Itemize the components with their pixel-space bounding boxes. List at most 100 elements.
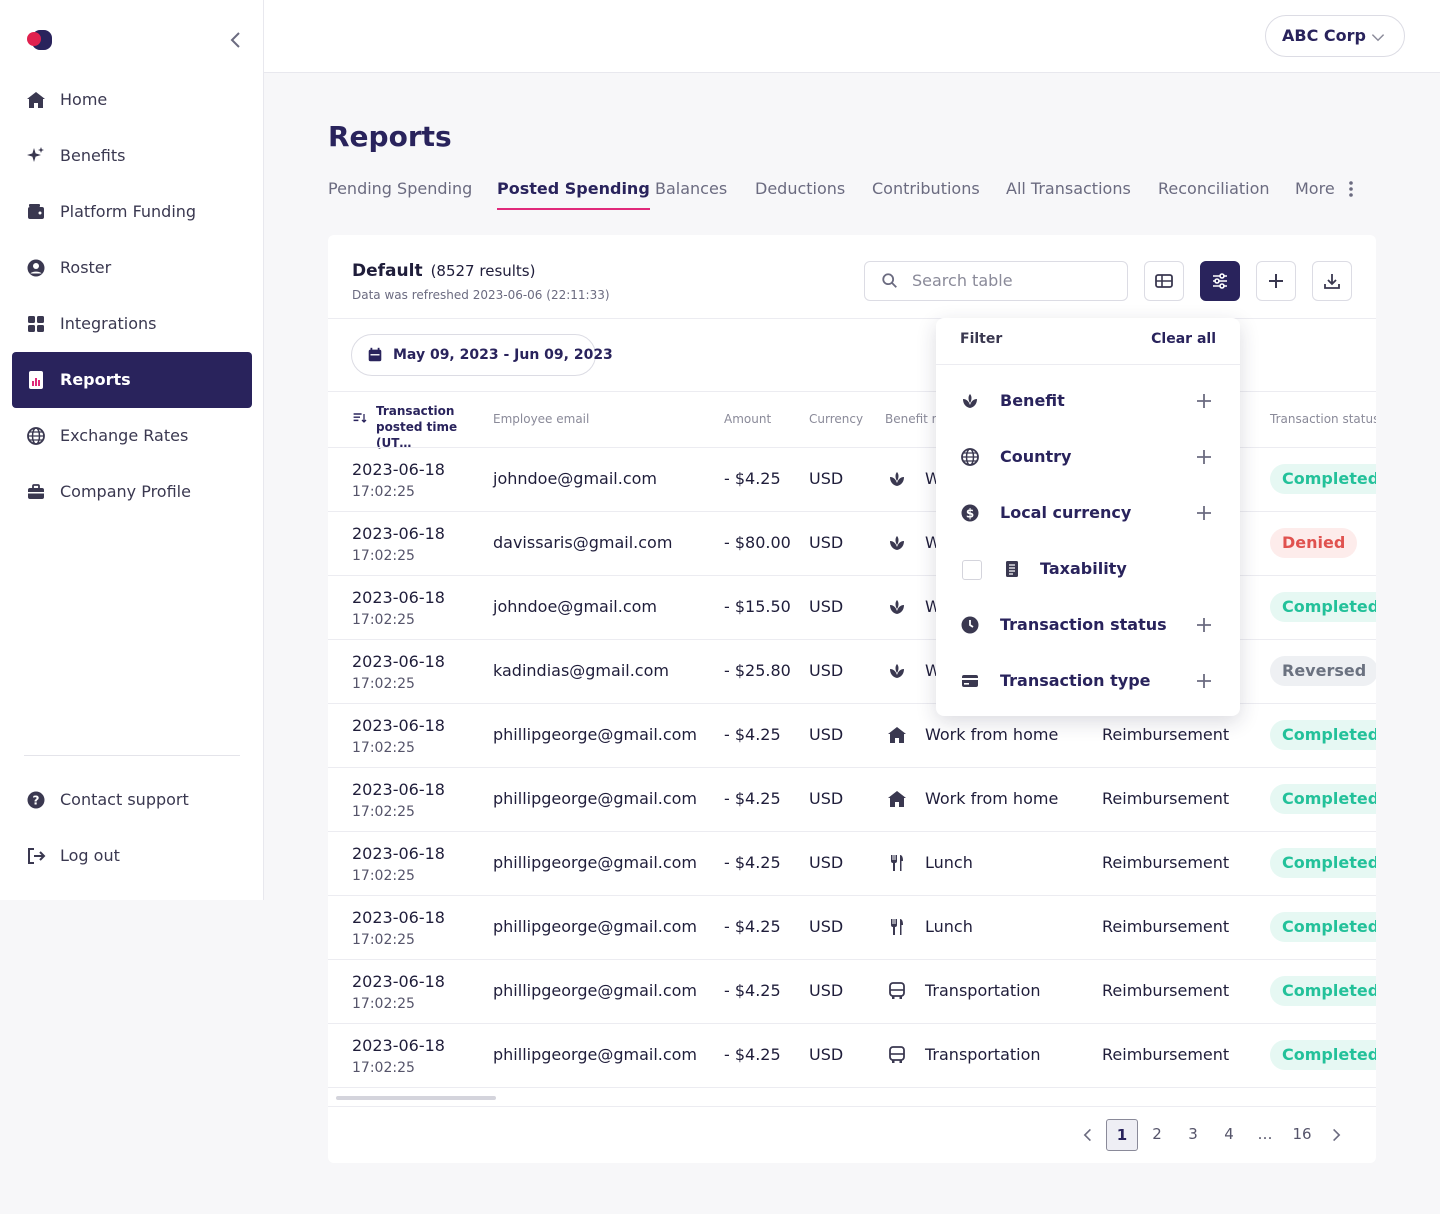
filter-option[interactable]: Local currency (1000, 503, 1132, 522)
page-button[interactable]: 1 (1106, 1119, 1138, 1151)
filter-option[interactable]: Benefit (1000, 391, 1065, 410)
posted-time: 17:02:25 (352, 804, 415, 820)
tab[interactable]: Pending Spending (328, 179, 473, 198)
page-title: Reports (328, 120, 452, 153)
page-button[interactable]: 16 (1292, 1125, 1312, 1143)
column-header: Currency (809, 412, 864, 426)
icon-shape (882, 273, 897, 288)
icon-shape (370, 354, 380, 356)
amount: - $25.80 (724, 661, 791, 680)
icon-shape (892, 1060, 895, 1063)
icon-shape (1324, 274, 1340, 289)
status-badge: Denied (1270, 528, 1358, 558)
nav-item[interactable]: Home (12, 72, 252, 128)
date-range[interactable]: May 09, 2023 - Jun 09, 2023 (351, 334, 613, 376)
icon (887, 981, 907, 1001)
nav-label: Company Profile (60, 482, 191, 501)
amount: - $4.25 (724, 853, 781, 872)
nav-label: Platform Funding (60, 202, 197, 221)
icon-shape (962, 675, 978, 687)
footer-item[interactable]: Log out (12, 828, 252, 884)
icon (887, 469, 907, 489)
tab[interactable]: Deductions (755, 179, 846, 198)
icon-shape (35, 378, 37, 386)
icon-shape (353, 413, 362, 422)
icon-shape (1197, 618, 1211, 632)
nav-label: Exchange Rates (60, 426, 189, 445)
divider (936, 364, 1240, 365)
icon-shape: $ (961, 504, 979, 522)
tab[interactable]: Contributions (872, 179, 980, 198)
page-button[interactable]: 3 (1188, 1125, 1198, 1143)
icon-shape (27, 147, 44, 162)
page-button[interactable]: 4 (1224, 1125, 1234, 1143)
employee-email: davissaris@gmail.com (493, 533, 673, 552)
icon-shape (888, 791, 906, 807)
icon (887, 1045, 907, 1065)
icon (26, 314, 46, 334)
view-header: Default (8527 results) (352, 259, 535, 283)
toolbar-button[interactable] (1200, 261, 1240, 301)
row-divider (328, 831, 1376, 832)
column-header: Amount (724, 412, 772, 426)
divider (328, 318, 1376, 319)
nav-item[interactable]: Integrations (12, 296, 252, 352)
footer-item[interactable]: ? Contact support (12, 772, 252, 828)
column-header: Transaction status (1270, 412, 1376, 426)
icon-shape: ? (27, 791, 45, 809)
toolbar-button[interactable] (1144, 261, 1184, 301)
tab[interactable]: Reconciliation (1158, 179, 1270, 198)
nav-item[interactable]: Company Profile (12, 464, 252, 520)
nav-item[interactable]: Exchange Rates (12, 408, 252, 464)
posted-date: 2023-06-18 (352, 908, 445, 927)
nav-item[interactable]: Reports (12, 352, 252, 408)
nav-item[interactable]: Roster (12, 240, 252, 296)
filter-option[interactable]: Transaction status (1000, 615, 1167, 634)
status-badge: Completed (1270, 976, 1376, 1006)
toolbar-button[interactable] (1256, 261, 1296, 301)
icon-shape (28, 207, 44, 219)
currency: USD (809, 533, 844, 552)
icon (887, 789, 907, 809)
search-box[interactable]: Search table (864, 261, 1128, 301)
employee-email: johndoe@gmail.com (493, 469, 657, 488)
nav-item[interactable]: Benefits (12, 128, 252, 184)
tab[interactable]: More (1295, 179, 1335, 198)
account-switcher[interactable]: ABC Corp (1265, 15, 1405, 57)
icon-shape: ? (33, 794, 40, 808)
currency: USD (809, 853, 844, 872)
tab[interactable]: All Transactions (1006, 179, 1131, 198)
tab[interactable]: Posted Spending (497, 179, 650, 210)
amount: - $80.00 (724, 533, 791, 552)
filter-option[interactable]: Taxability (1040, 559, 1127, 578)
posted-time: 17:02:25 (352, 676, 415, 692)
benefit-name: Work from home (925, 789, 1059, 808)
filter-option[interactable]: Country (1000, 447, 1072, 466)
toolbar-button[interactable] (1312, 261, 1352, 301)
icon-shape (1324, 274, 1340, 289)
row-divider (328, 767, 1376, 768)
icon (887, 597, 907, 617)
clear-all[interactable]: Clear all (1151, 331, 1216, 347)
tab[interactable]: Balances (655, 179, 728, 198)
page-button[interactable]: … (1257, 1125, 1273, 1143)
icon-shape (890, 664, 904, 678)
benefit-name: Work from home (925, 725, 1059, 744)
icon-shape (377, 347, 380, 352)
account-name: ABC Corp (1282, 26, 1366, 45)
icon-shape (28, 848, 46, 864)
icon-shape (1156, 275, 1172, 287)
checkbox[interactable] (962, 560, 982, 580)
amount: - $4.25 (724, 917, 781, 936)
icon-shape (961, 616, 979, 634)
icon (26, 482, 46, 502)
posted-date: 2023-06-18 (352, 972, 445, 991)
posted-time: 17:02:25 (352, 996, 415, 1012)
filter-option[interactable]: Transaction type (1000, 671, 1151, 690)
currency: USD (809, 725, 844, 744)
row-divider (328, 575, 1376, 576)
transaction-type: Reimbursement (1102, 725, 1230, 744)
page-button[interactable]: 2 (1152, 1125, 1162, 1143)
nav-item[interactable]: Platform Funding (12, 184, 252, 240)
icon (1194, 615, 1214, 635)
